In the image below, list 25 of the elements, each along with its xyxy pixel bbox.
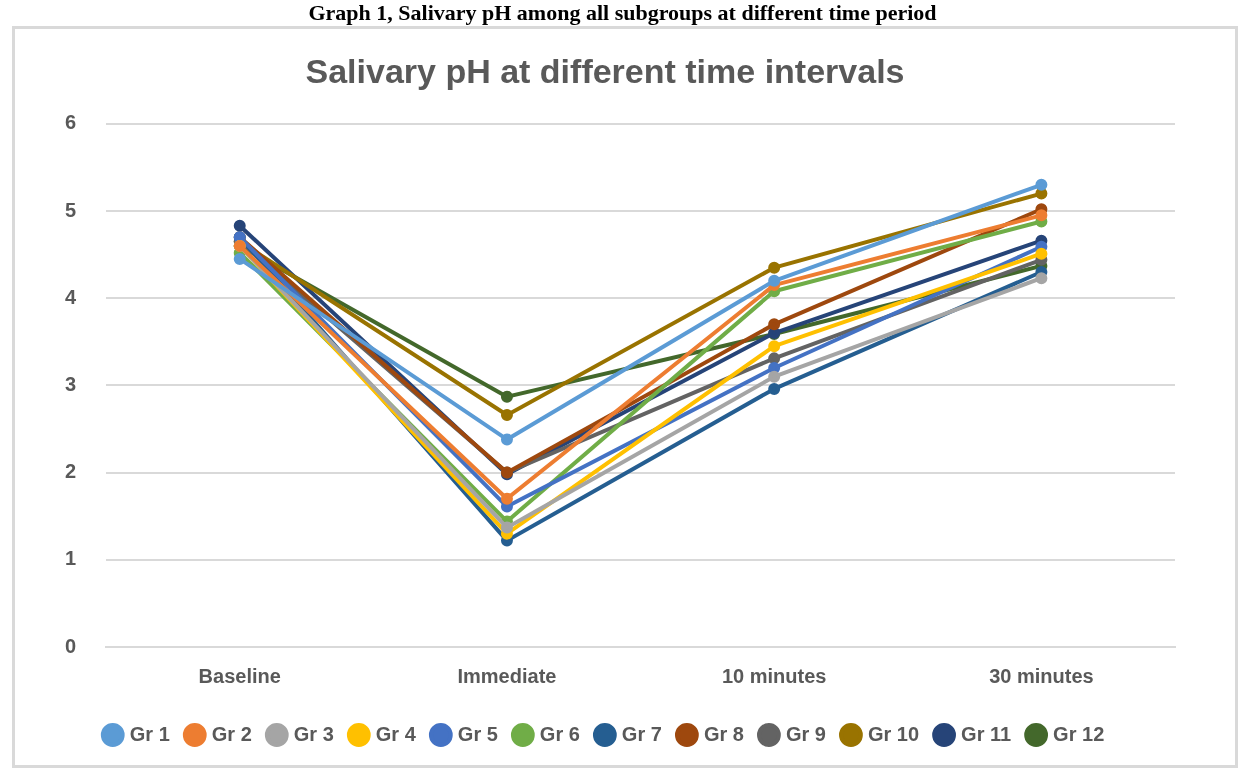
legend-label: Gr 5 <box>457 722 498 745</box>
legend-label: Gr 11 <box>961 722 1012 745</box>
legend-label: Gr 8 <box>703 722 744 745</box>
legend-label: Gr 3 <box>293 722 334 745</box>
y-tick-label: 2 <box>65 460 77 483</box>
y-tick-label: 6 <box>65 111 77 134</box>
x-tick-label: Immediate <box>457 664 557 687</box>
y-tick-label: 1 <box>65 547 77 570</box>
chart-title: Salivary pH at different time intervals <box>305 51 905 90</box>
y-tick-label: 3 <box>65 372 77 395</box>
legend-label: Gr 2 <box>211 722 252 745</box>
legend-label: Gr 7 <box>621 722 662 745</box>
y-tick-label: 4 <box>65 285 77 308</box>
y-tick-label: 0 <box>65 634 77 657</box>
legend-label: Gr 10 <box>867 722 920 745</box>
legend-label: Gr 9 <box>785 722 826 745</box>
x-tick-label: 10 minutes <box>721 664 827 687</box>
legend-label: Gr 4 <box>375 722 417 745</box>
legend-label: Gr 6 <box>539 722 580 745</box>
x-tick-label: 30 minutes <box>989 664 1094 687</box>
legend-label: Gr 12 <box>1053 722 1105 745</box>
x-tick-label: Baseline <box>198 664 281 687</box>
legend-label: Gr 1 <box>129 722 170 745</box>
y-tick-label: 5 <box>65 198 77 221</box>
caption: Graph 1, Salivary pH among all subgroups at different time period <box>307 0 938 26</box>
